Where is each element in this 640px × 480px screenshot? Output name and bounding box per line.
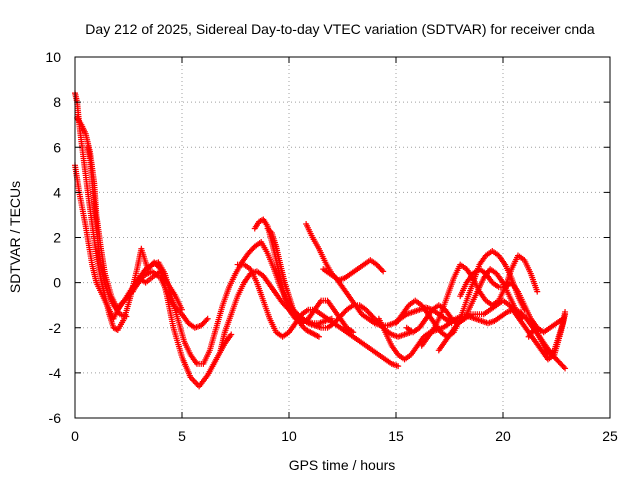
x-tick-label: 20 bbox=[495, 428, 511, 444]
y-tick-label: 10 bbox=[45, 49, 61, 65]
data-point bbox=[179, 306, 185, 313]
data-point bbox=[534, 288, 541, 295]
y-tick-label: -2 bbox=[49, 320, 62, 336]
y-tick-label: 0 bbox=[53, 275, 61, 291]
data-point bbox=[562, 308, 569, 315]
data-point bbox=[123, 313, 130, 320]
data-point bbox=[560, 364, 567, 371]
y-tick-label: -4 bbox=[49, 365, 62, 381]
data-point bbox=[350, 329, 357, 336]
data-series bbox=[403, 266, 526, 336]
data-series bbox=[525, 308, 569, 358]
data-point bbox=[378, 266, 385, 273]
data-point bbox=[204, 315, 211, 322]
y-tick-label: 2 bbox=[53, 230, 61, 246]
x-tick-label: 0 bbox=[71, 428, 79, 444]
data-series bbox=[129, 239, 335, 367]
x-tick-label: 10 bbox=[281, 428, 297, 444]
data-series bbox=[303, 220, 387, 284]
y-tick-label: 6 bbox=[53, 139, 61, 155]
data-point bbox=[380, 268, 387, 275]
data-series-layer bbox=[72, 90, 569, 390]
data-series bbox=[264, 225, 322, 340]
chart-title: Day 212 of 2025, Sidereal Day-to-day VTE… bbox=[85, 21, 595, 37]
x-tick-label: 5 bbox=[178, 428, 186, 444]
data-point bbox=[562, 365, 569, 372]
axis-ticks: 0 5 10 15 20 25 -6 -4 -2 0 2 4 6 8 10 bbox=[45, 49, 618, 444]
data-point bbox=[315, 333, 322, 340]
y-tick-label: 8 bbox=[53, 94, 61, 110]
data-series bbox=[84, 144, 130, 320]
data-series bbox=[234, 261, 402, 370]
y-axis-label: SDTVAR / TECUs bbox=[7, 181, 23, 293]
data-point bbox=[395, 363, 402, 370]
y-tick-label: 4 bbox=[53, 184, 61, 200]
data-point bbox=[203, 317, 210, 324]
y-tick-label: -6 bbox=[49, 410, 62, 426]
data-point bbox=[519, 315, 526, 322]
x-axis-label: GPS time / hours bbox=[289, 457, 396, 473]
x-tick-label: 25 bbox=[602, 428, 618, 444]
data-point bbox=[228, 331, 235, 338]
x-tick-label: 15 bbox=[388, 428, 404, 444]
